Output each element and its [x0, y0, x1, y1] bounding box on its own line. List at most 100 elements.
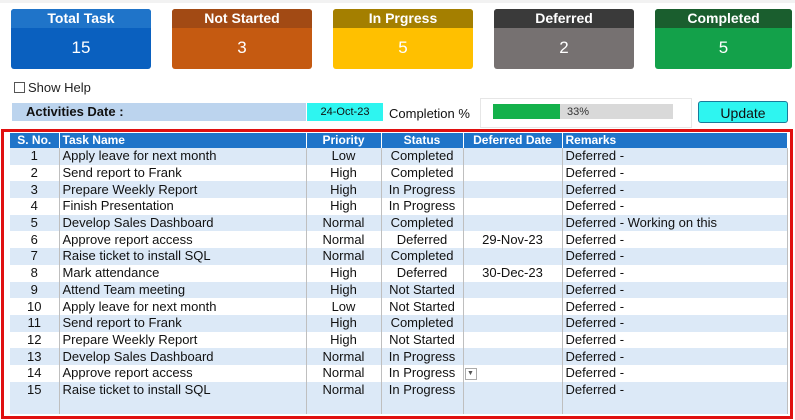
cell-sno[interactable]: 1	[10, 148, 60, 165]
cell-deferred-date[interactable]	[463, 314, 563, 332]
cell-priority[interactable]: High	[306, 331, 382, 349]
cell-sno[interactable]: 9	[10, 281, 60, 299]
header-deferred-date[interactable]: Deferred Date	[463, 133, 563, 148]
cell-task-name[interactable]: Prepare Weekly Report	[59, 181, 307, 199]
cell-deferred-date[interactable]	[463, 181, 563, 199]
cell-empty[interactable]	[306, 398, 382, 415]
cell-status[interactable]: Completed	[381, 148, 464, 165]
table-row[interactable]: 8 Mark attendance High Deferred 30-Dec-23 Def…	[10, 264, 788, 282]
cell-priority[interactable]: High	[306, 181, 382, 199]
header-sno[interactable]: S. No.	[10, 133, 60, 148]
cell-sno[interactable]: 13	[10, 348, 60, 365]
cell-status[interactable]: Deferred	[381, 264, 464, 282]
cell-priority[interactable]: Normal	[306, 231, 382, 249]
cell-empty[interactable]	[463, 398, 563, 415]
cell-status[interactable]: In Progress ▼	[381, 364, 477, 382]
cell-priority[interactable]: High	[306, 264, 382, 282]
cell-task-name[interactable]: Attend Team meeting	[59, 281, 307, 299]
cell-task-name[interactable]: Raise ticket to install SQL	[59, 248, 307, 265]
cell-sno[interactable]: 6	[10, 231, 60, 249]
status-dropdown-icon[interactable]: ▼	[464, 367, 477, 380]
cell-deferred-date[interactable]	[463, 214, 563, 232]
cell-deferred-date[interactable]	[463, 148, 563, 165]
table-row[interactable]: 15 Raise ticket to install SQL Normal In Pr…	[10, 381, 788, 399]
table-row[interactable]: 4 Finish Presentation High In Progress Defer…	[10, 198, 788, 215]
cell-sno[interactable]: 2	[10, 164, 60, 182]
cell-status[interactable]: Not Started	[381, 281, 464, 299]
cell-remarks[interactable]: Deferred -	[562, 181, 788, 199]
cell-remarks[interactable]: Deferred - Working on this	[562, 214, 788, 232]
header-status[interactable]: Status	[381, 133, 464, 148]
cell-priority[interactable]: Normal	[306, 364, 382, 382]
cell-status[interactable]: In Progress	[381, 348, 464, 365]
cell-status[interactable]: Not Started	[381, 298, 464, 315]
cell-sno[interactable]: 8	[10, 264, 60, 282]
cell-remarks[interactable]: Deferred -	[562, 281, 788, 299]
cell-remarks[interactable]: Deferred -	[562, 298, 788, 315]
cell-sno[interactable]: 15	[10, 381, 60, 399]
table-row[interactable]: 14 Approve report access Normal In Progress…	[10, 364, 788, 382]
cell-empty[interactable]	[562, 398, 788, 415]
cell-deferred-date[interactable]: 29-Nov-23	[463, 231, 563, 249]
cell-remarks[interactable]: Deferred -	[562, 364, 788, 382]
cell-remarks[interactable]: Deferred -	[562, 231, 788, 249]
header-remarks[interactable]: Remarks	[562, 133, 788, 148]
cell-task-name[interactable]: Send report to Frank	[59, 164, 307, 182]
cell-status[interactable]: In Progress	[381, 181, 464, 199]
cell-priority[interactable]: Low	[306, 298, 382, 315]
cell-sno[interactable]: 5	[10, 214, 60, 232]
cell-deferred-date[interactable]	[463, 298, 563, 315]
cell-status[interactable]: Not Started	[381, 331, 464, 349]
cell-task-name[interactable]: Mark attendance	[59, 264, 307, 282]
table-row[interactable]: 2 Send report to Frank High Completed Deferr…	[10, 164, 788, 182]
table-row[interactable]: 1 Apply leave for next month Low Completed D…	[10, 148, 788, 165]
activities-date-input[interactable]: 24-Oct-23	[307, 103, 383, 121]
cell-remarks[interactable]: Deferred -	[562, 248, 788, 265]
cell-deferred-date[interactable]: 30-Dec-23	[463, 264, 563, 282]
update-button[interactable]: Update	[698, 101, 788, 123]
table-row[interactable]: 11 Send report to Frank High Completed Defer…	[10, 314, 788, 332]
cell-status[interactable]: Completed	[381, 164, 464, 182]
cell-task-name[interactable]: Raise ticket to install SQL	[59, 381, 307, 399]
cell-status[interactable]: Deferred	[381, 231, 464, 249]
cell-remarks[interactable]: Deferred -	[562, 381, 788, 399]
cell-empty[interactable]	[381, 398, 464, 415]
cell-task-name[interactable]: Approve report access	[59, 364, 307, 382]
cell-task-name[interactable]: Apply leave for next month	[59, 298, 307, 315]
cell-status[interactable]: In Progress	[381, 381, 464, 399]
cell-task-name[interactable]: Approve report access	[59, 231, 307, 249]
cell-empty[interactable]	[10, 398, 60, 415]
table-row[interactable]: 13 Develop Sales Dashboard Normal In Progre…	[10, 348, 788, 365]
show-help-checkbox[interactable]	[14, 82, 25, 93]
cell-remarks[interactable]: Deferred -	[562, 164, 788, 182]
cell-sno[interactable]: 4	[10, 198, 60, 215]
cell-task-name[interactable]: Develop Sales Dashboard	[59, 214, 307, 232]
cell-sno[interactable]: 3	[10, 181, 60, 199]
table-row[interactable]: 12 Prepare Weekly Report High Not Started De…	[10, 331, 788, 349]
cell-deferred-date[interactable]	[463, 198, 563, 215]
cell-remarks[interactable]: Deferred -	[562, 331, 788, 349]
table-row[interactable]: 5 Develop Sales Dashboard Normal Completed D…	[10, 214, 788, 232]
table-row[interactable]: 6 Approve report access Normal Deferred 29-N…	[10, 231, 788, 249]
cell-task-name[interactable]: Finish Presentation	[59, 198, 307, 215]
cell-task-name[interactable]: Send report to Frank	[59, 314, 307, 332]
cell-empty[interactable]	[59, 398, 307, 415]
cell-priority[interactable]: High	[306, 164, 382, 182]
header-priority[interactable]: Priority	[306, 133, 382, 148]
cell-status[interactable]: Completed	[381, 248, 464, 265]
cell-sno[interactable]: 10	[10, 298, 60, 315]
cell-deferred-date[interactable]	[463, 381, 563, 399]
cell-deferred-date[interactable]	[463, 281, 563, 299]
cell-priority[interactable]: Low	[306, 148, 382, 165]
cell-priority[interactable]: Normal	[306, 248, 382, 265]
cell-task-name[interactable]: Prepare Weekly Report	[59, 331, 307, 349]
cell-sno[interactable]: 12	[10, 331, 60, 349]
cell-remarks[interactable]: Deferred -	[562, 198, 788, 215]
header-task-name[interactable]: Task Name	[59, 133, 307, 148]
cell-priority[interactable]: Normal	[306, 214, 382, 232]
cell-sno[interactable]: 11	[10, 314, 60, 332]
table-row[interactable]: 9 Attend Team meeting High Not Started Defer…	[10, 281, 788, 299]
cell-priority[interactable]: Normal	[306, 348, 382, 365]
show-help-toggle[interactable]: Show Help	[14, 80, 91, 95]
cell-task-name[interactable]: Apply leave for next month	[59, 148, 307, 165]
